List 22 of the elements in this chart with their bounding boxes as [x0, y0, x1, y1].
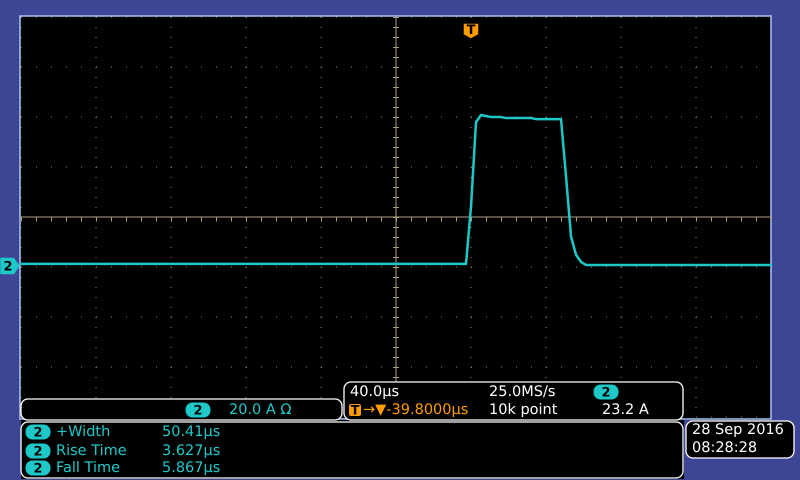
text: T	[350, 404, 360, 418]
text: 2	[33, 444, 43, 460]
text: 20.0 A Ω	[229, 402, 292, 418]
text: Rise Time	[56, 443, 127, 459]
text: 2	[33, 426, 43, 440]
text: 28 Sep 2016	[692, 422, 784, 438]
text: 5.867µs	[162, 460, 220, 476]
text: 2	[33, 462, 43, 476]
text: 25.0MS/s	[489, 384, 556, 400]
text: 3.627µs	[162, 443, 220, 459]
text: 2	[601, 386, 611, 400]
text: +Width	[56, 424, 110, 440]
text: Fall Time	[56, 460, 120, 476]
text: 40.0µs	[350, 384, 400, 400]
text: 2	[3, 260, 13, 274]
text: 2	[193, 404, 203, 418]
text: 08:28:28	[692, 440, 758, 456]
text: T	[466, 23, 476, 38]
text: →▼-39.8000µs	[363, 402, 468, 418]
text: 23.2 A	[602, 402, 649, 418]
text: 50.41µs	[162, 424, 220, 440]
text: 10k point	[489, 402, 558, 418]
